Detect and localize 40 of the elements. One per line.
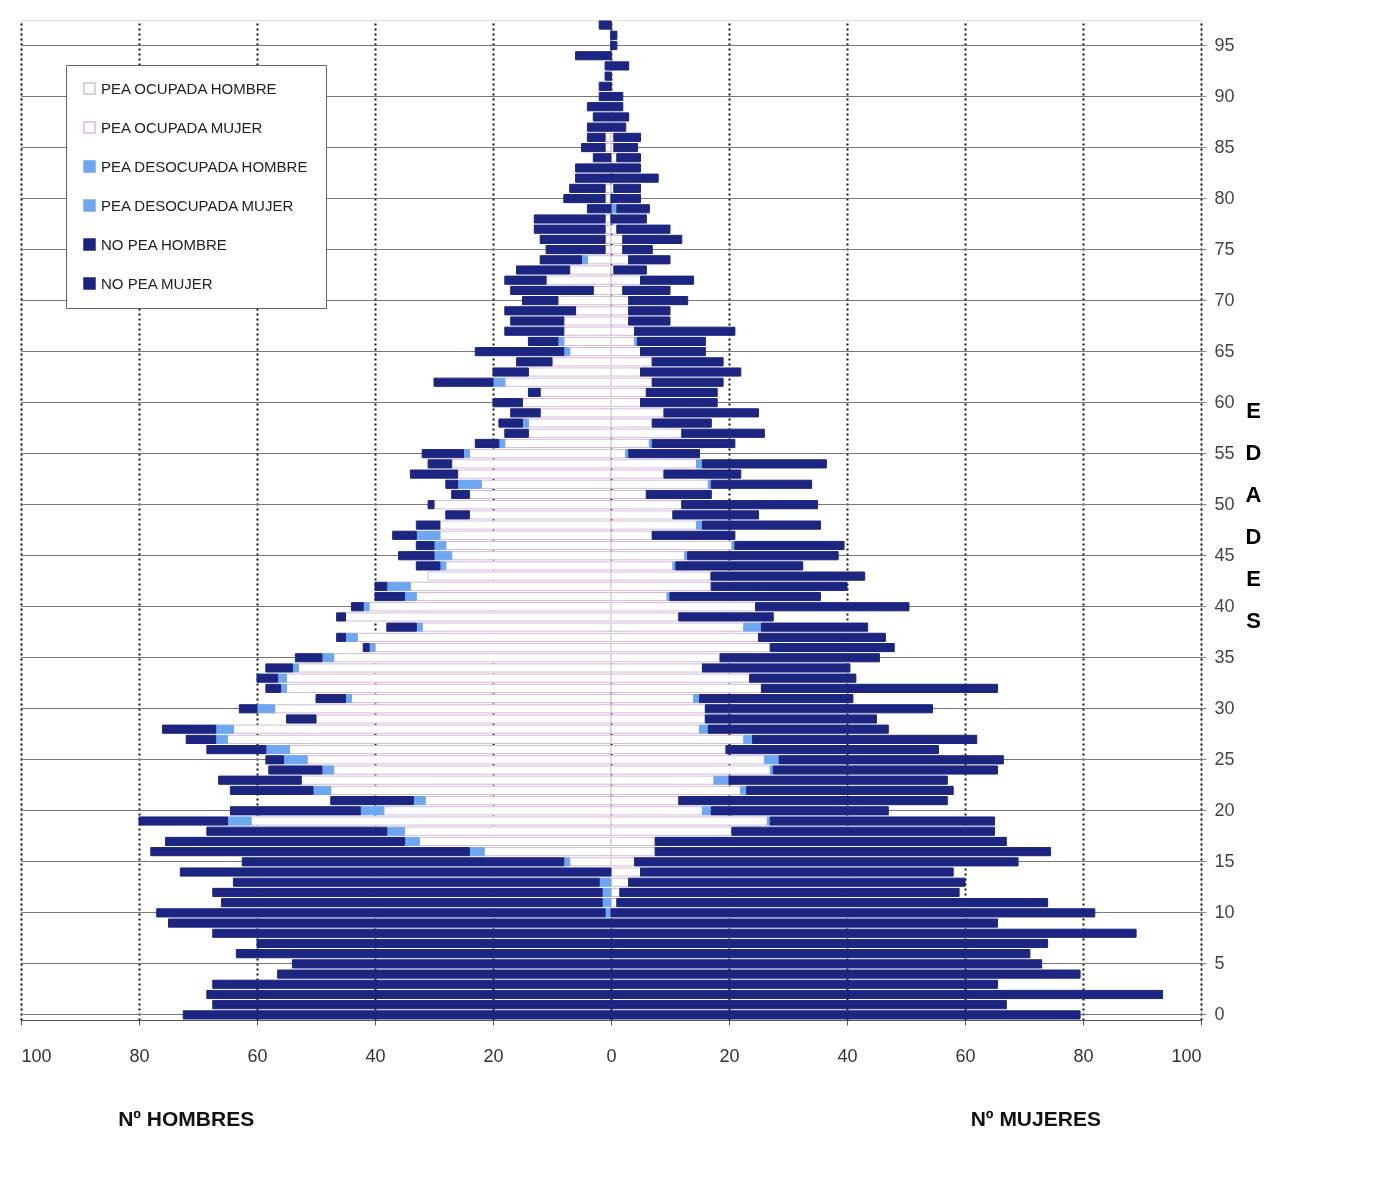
y-tick-label: 45 — [1214, 544, 1235, 565]
y-tick-label: 35 — [1214, 646, 1235, 667]
legend-label: PEA DESOCUPADA MUJER — [101, 196, 294, 214]
x-tick-label: 60 — [955, 1045, 976, 1066]
legend-label: NO PEA HOMBRE — [101, 235, 227, 253]
y-tick-label: 30 — [1214, 697, 1235, 718]
x-tick-label: 0 — [606, 1045, 617, 1066]
y-tick-label: 70 — [1214, 289, 1235, 310]
y-tick-label: 20 — [1214, 799, 1235, 820]
y-tick-label: 5 — [1214, 952, 1225, 973]
y-tick-label: 65 — [1214, 340, 1235, 361]
legend-label: NO PEA MUJER — [101, 274, 213, 292]
x-tick-label: 80 — [129, 1045, 150, 1066]
legend-label: PEA DESOCUPADA HOMBRE — [101, 157, 308, 175]
y-tick-label: 50 — [1214, 493, 1235, 514]
x-tick-label: 20 — [483, 1045, 504, 1066]
text: Nº MUJERES — [970, 1107, 1101, 1130]
y-tick-label: 40 — [1214, 595, 1235, 616]
x-tick-label: 40 — [365, 1045, 386, 1066]
x-tick-label: 40 — [837, 1045, 858, 1066]
y-tick-label: 25 — [1214, 748, 1235, 769]
legend-label: PEA OCUPADA MUJER — [101, 118, 263, 136]
y-tick-label: 10 — [1214, 901, 1235, 922]
x-tick-label: 20 — [719, 1045, 740, 1066]
y-tick-label: 85 — [1214, 136, 1235, 157]
y-tick-label: 15 — [1214, 850, 1235, 871]
y-tick-label: 60 — [1214, 391, 1235, 412]
text: Nº HOMBRES — [118, 1107, 255, 1130]
y-tick-label: 0 — [1214, 1003, 1225, 1024]
x-tick-label: 100 — [1171, 1045, 1202, 1066]
x-tick-label: 100 — [21, 1045, 52, 1066]
y-tick-label: 80 — [1214, 187, 1235, 208]
x-tick-label: 80 — [1073, 1045, 1094, 1066]
y-tick-label: 90 — [1214, 85, 1235, 106]
y-tick-label: 95 — [1214, 34, 1235, 55]
y-axis-title: EDADES — [1245, 397, 1262, 633]
x-tick-label: 60 — [247, 1045, 268, 1066]
y-tick-label: 75 — [1214, 238, 1235, 259]
legend-label: PEA OCUPADA HOMBRE — [101, 79, 277, 97]
y-tick-label: 55 — [1214, 442, 1235, 463]
